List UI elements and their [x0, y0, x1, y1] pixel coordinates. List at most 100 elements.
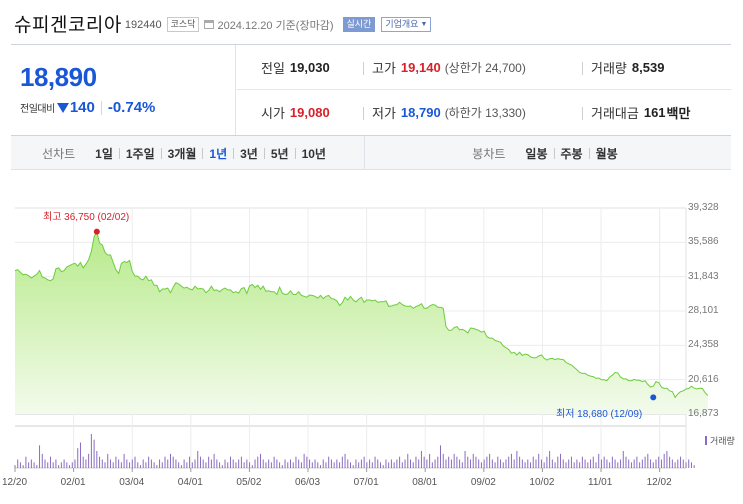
- high-cell: 고가 19,140 (상한가 24,700): [372, 45, 526, 90]
- change-line: 전일대비 140 -0.74%: [20, 99, 155, 116]
- stock-code: 192440: [124, 19, 162, 31]
- lower-limit: (하한가 13,330): [444, 106, 526, 120]
- chart-period-bar: 선차트 1일 1주일 3개월 1년 3년 5년 10년 봉차트 일봉 주봉 월봉: [11, 136, 731, 170]
- candle-option-2[interactable]: 월봉: [595, 146, 618, 161]
- trade-value-cell: 거래대금 161 백만: [591, 90, 690, 135]
- price-line: [14, 230, 709, 399]
- quote-row-1: 전일 19,030 고가 19,140 (상한가 24,700) 거래량 8,5…: [237, 45, 731, 90]
- current-price: 18,890: [20, 62, 97, 92]
- open-label: 시가: [261, 106, 285, 121]
- down-arrow-icon: [56, 102, 69, 113]
- low-cell: 저가 18,790 (하한가 13,330): [372, 90, 526, 135]
- volume-legend: 거래량: [705, 434, 735, 447]
- trade-value-label: 거래대금: [591, 106, 639, 121]
- divider: [202, 147, 204, 159]
- realtime-button[interactable]: 실시간: [342, 17, 376, 32]
- quote-panel: 18,890 전일대비 140 -0.74% 전일 19,030 고가 19,1…: [11, 44, 731, 136]
- y-tick-label: 35,586: [688, 236, 719, 248]
- quote-row-2: 시가 19,080 저가 18,790 (하한가 13,330) 거래대금 16…: [237, 90, 731, 135]
- x-tick-label: 05/02: [236, 477, 262, 488]
- stock-name: 슈피겐코리아: [14, 14, 122, 36]
- stock-header: 슈피겐코리아 192440 코스닥 2024.12.20 기준(장마감) 실시간…: [14, 8, 432, 38]
- candle-chart-options: 봉차트 일봉 주봉 월봉: [364, 136, 731, 170]
- high-value: 19,140: [400, 60, 441, 75]
- open-value: 19,080: [289, 105, 330, 120]
- volume-label: 거래량: [591, 61, 627, 76]
- divider: [582, 107, 583, 120]
- divider: [263, 147, 265, 159]
- y-tick-label: 16,873: [688, 408, 719, 419]
- prev-close-label: 전일: [261, 61, 285, 76]
- change-amount: 140: [69, 99, 95, 116]
- x-tick-label: 12/02: [646, 477, 672, 488]
- high-annotation: 최고 36,750 (02/02): [43, 212, 130, 223]
- divider: [363, 62, 364, 75]
- quote-date: 2024.12.20 기준(장마감): [204, 17, 334, 33]
- prev-close-value: 19,030: [289, 60, 330, 75]
- low-value: 18,790: [400, 105, 441, 120]
- x-tick-label: 08/01: [412, 477, 438, 488]
- divider: [553, 147, 555, 159]
- change-label: 전일대비: [20, 104, 55, 115]
- open-cell: 시가 19,080: [261, 90, 330, 135]
- divider: [582, 62, 583, 75]
- x-tick-label: 04/01: [177, 477, 203, 488]
- trade-value: 161: [643, 105, 666, 120]
- y-tick-label: 39,328: [688, 202, 719, 213]
- change-percent: -0.74%: [107, 99, 156, 116]
- high-marker: [93, 228, 100, 235]
- divider: [363, 107, 364, 120]
- high-label: 고가: [372, 61, 396, 76]
- prev-close-cell: 전일 19,030: [261, 45, 330, 90]
- divider: [118, 147, 120, 159]
- line-chart-options: 선차트 1일 1주일 3개월 1년 3년 5년 10년: [11, 136, 363, 170]
- calendar-icon: [204, 20, 215, 29]
- volume-legend-label: 거래량: [710, 436, 735, 446]
- period-option-2[interactable]: 3개월: [167, 146, 197, 161]
- low-label: 저가: [372, 106, 396, 121]
- candle-chart-title: 봉차트: [472, 146, 506, 161]
- x-tick-label: 07/01: [353, 477, 379, 488]
- divider: [588, 147, 590, 159]
- x-tick-label: 02/01: [60, 477, 86, 488]
- chevron-down-icon: ▼: [420, 21, 428, 28]
- price-chart-svg: [14, 207, 709, 472]
- period-option-6[interactable]: 10년: [301, 146, 326, 161]
- divider: [160, 147, 162, 159]
- period-option-5[interactable]: 5년: [270, 146, 289, 161]
- x-tick-label: 03/04: [119, 477, 145, 488]
- price-area: [15, 231, 708, 414]
- divider: [100, 100, 102, 115]
- divider: [294, 147, 296, 159]
- y-tick-label: 28,101: [688, 305, 719, 316]
- company-overview-dropdown[interactable]: 기업개요 ▼: [381, 17, 432, 32]
- y-tick-label: 24,358: [688, 339, 719, 351]
- company-overview-label: 기업개요: [385, 19, 419, 29]
- x-tick-label: 06/03: [295, 477, 321, 488]
- low-marker: [650, 394, 657, 401]
- low-annotation: 최저 18,680 (12/09): [556, 409, 643, 420]
- volume-value: 8,539: [631, 60, 665, 75]
- volume-cell: 거래량 8,539: [591, 45, 664, 90]
- line-chart-title: 선차트: [42, 146, 76, 161]
- x-tick-label: 12/20: [2, 477, 28, 488]
- y-tick-label: 20,616: [688, 373, 719, 385]
- upper-limit: (상한가 24,700): [444, 61, 526, 75]
- y-tick-label: 31,843: [688, 270, 719, 282]
- x-tick-label: 10/02: [529, 477, 555, 488]
- x-tick-label: 11/01: [588, 477, 613, 488]
- x-tick-label: 09/02: [470, 477, 496, 488]
- trade-value-unit: 백만: [666, 106, 691, 121]
- period-option-0[interactable]: 1일: [95, 146, 113, 161]
- quote-date-text: 2024.12.20 기준(장마감): [217, 19, 334, 32]
- divider: [233, 147, 235, 159]
- candle-option-0[interactable]: 일봉: [525, 146, 548, 161]
- volume-legend-swatch: [705, 436, 707, 445]
- price-chart: 최고 36,750 (02/02) 최저 18,680 (12/09) 거래량 …: [0, 196, 743, 504]
- period-option-1[interactable]: 1주일: [125, 146, 155, 161]
- period-option-3[interactable]: 1년: [209, 146, 228, 161]
- current-price-cell: 18,890 전일대비 140 -0.74%: [11, 45, 236, 135]
- period-option-4[interactable]: 3년: [240, 146, 258, 161]
- candle-option-1[interactable]: 주봉: [560, 146, 583, 161]
- market-badge: 코스닥: [166, 17, 200, 32]
